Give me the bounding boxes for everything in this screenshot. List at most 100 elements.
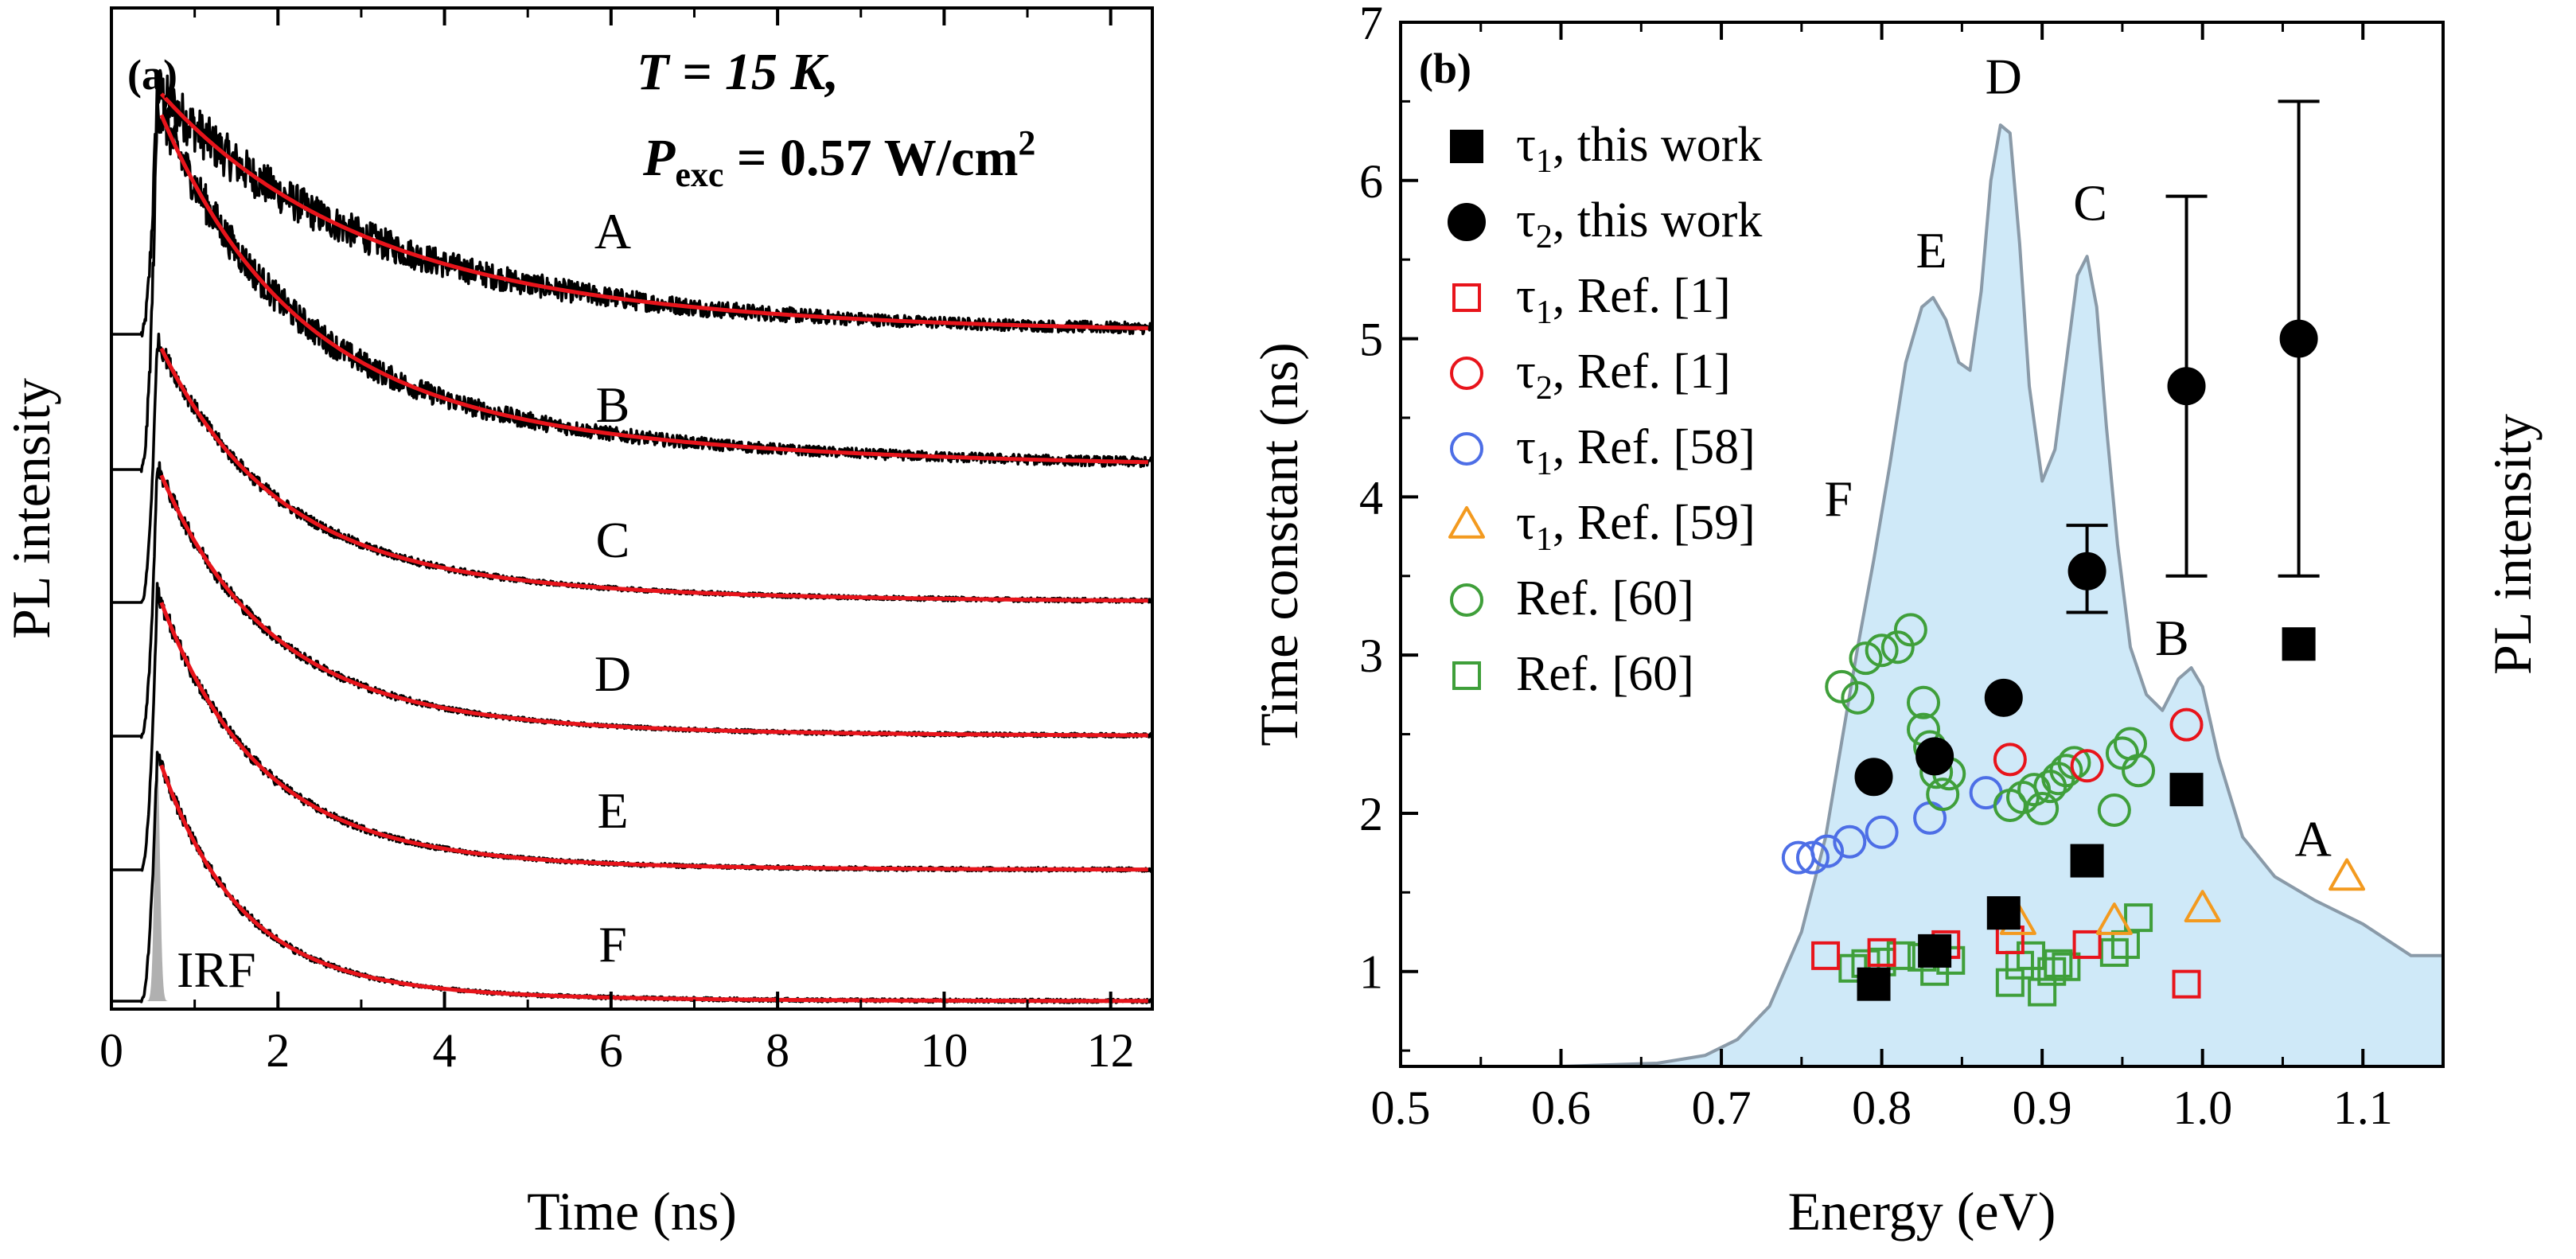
data-point [1915,737,1954,776]
data-point [2184,890,2221,922]
peak-label-D: D [1986,48,2022,104]
data-point [2017,941,2046,970]
data-point [1893,613,1927,647]
plot-frame-b [1399,21,2445,1068]
legend-label: τ2, Ref. [1] [1516,345,1731,407]
panel-label-b: (b) [1419,45,1471,92]
plot-frame-a [110,6,1154,1011]
data-point [1993,743,2027,777]
legend-rest: , this work [1553,193,1763,248]
curve-label-D: D [594,645,631,702]
y-tick-label-b: 3 [1359,630,1383,682]
data-point [2052,952,2081,981]
legend-sub: 1 [1536,446,1553,482]
curve-label-A: A [594,203,631,259]
data-point [2028,977,2057,1007]
legend-marker [1450,583,1483,617]
legend-label: τ2, this work [1516,193,1762,255]
legend-rest: , Ref. [1] [1553,269,1731,323]
condition-temperature: T = 15 K, [637,43,839,101]
peak-label-C: C [2073,174,2107,231]
condition-power: Pexc = 0.57 W/cm2 [642,123,1035,194]
legend-marker [1450,432,1483,466]
legend-label: Ref. [60] [1516,647,1694,701]
peak-label-F: F [1824,470,1853,527]
irf-curve [144,754,170,1001]
data-point [2279,319,2318,358]
legend-symbol: τ [1516,269,1536,323]
legend-marker [1450,357,1483,390]
data-point [2057,746,2091,780]
curve-label-F: F [598,916,627,973]
data-point [2169,773,2204,807]
data-point [2067,552,2106,591]
legend-rest: Ref. [60] [1516,647,1694,701]
data-point [1907,685,1941,719]
legend-label: τ1, Ref. [59] [1516,496,1756,558]
legend-marker [1448,506,1485,539]
data-point [1867,937,1896,967]
data-point [2124,903,2153,933]
panel-a: A B C D E F IRF 0 2 4 6 8 10 12 Time (ns) PL intensity (… [1,6,1154,1241]
y-axis-title-right-b: PL intensity [2482,414,2543,675]
data-point [2095,902,2133,935]
data-point [2025,791,2060,825]
y-tick-label-b: 5 [1359,314,1383,366]
x-tick-label-a: 6 [599,1024,623,1077]
irf-label: IRF [177,941,256,998]
legend-rest: Ref. [60] [1516,571,1694,626]
data-point [1811,941,1841,970]
legend-rest: , Ref. [1] [1553,345,1731,399]
decay-fit-F [159,764,1148,1004]
data-point [1986,896,2021,930]
y-axis-title-b: Time constant (ns) [1249,342,1309,746]
data-point [2167,367,2206,406]
decay-fit-E [159,602,1148,872]
decay-data-F [111,750,1154,1004]
data-point [2169,707,2204,742]
x-tick-label-b: 0.8 [1852,1082,1912,1134]
condition-temperature-text: T = 15 K, [637,43,839,101]
curve-label-C: C [596,512,630,568]
legend-marker [1452,661,1481,690]
data-point [2070,844,2104,878]
peak-label-B: B [2155,610,2189,666]
data-point [1849,641,1883,676]
legend-sub: 2 [1536,219,1553,255]
condition-power-sup: 2 [1018,123,1035,162]
legend-symbol: τ [1516,496,1536,550]
data-point [1865,815,1899,849]
x-tick-label-a: 2 [266,1024,290,1077]
series-tau2-ref-1- [1993,707,2204,783]
condition-power-value: = 0.57 W/cm [723,129,1018,187]
data-point [1995,968,2025,997]
data-point [1926,778,1960,812]
x-tick-label-b: 0.9 [2013,1082,2072,1134]
data-point [1854,758,1893,797]
legend-symbol: τ [1516,118,1536,172]
data-point [1865,633,1899,668]
curve-label-E: E [597,782,628,839]
legend-symbol: τ [1516,193,1536,248]
data-point [1833,824,1867,859]
data-point [2329,858,2366,891]
x-tick-label-b: 0.5 [1371,1082,1431,1134]
x-tick-label-a: 4 [433,1024,457,1077]
legend-marker [1450,130,1483,163]
data-point [2282,627,2316,661]
y-tick-label-b: 6 [1359,155,1383,208]
condition-power-symbol: P [642,129,676,187]
legend-label: τ1, Ref. [58] [1516,420,1756,482]
condition-power-sub: exc [675,155,723,194]
data-point [2037,957,2067,986]
x-tick-label-a: 12 [1087,1024,1135,1077]
legend-label: τ1, Ref. [1] [1516,269,1731,331]
legend-marker [1452,283,1481,312]
series-tau1-this-work [1857,627,2316,1001]
x-tick-label-b: 1.1 [2333,1082,2393,1134]
panel-label-a: (a) [127,51,177,99]
decay-data-A [111,68,1153,338]
y-tick-label-b: 1 [1359,946,1383,999]
